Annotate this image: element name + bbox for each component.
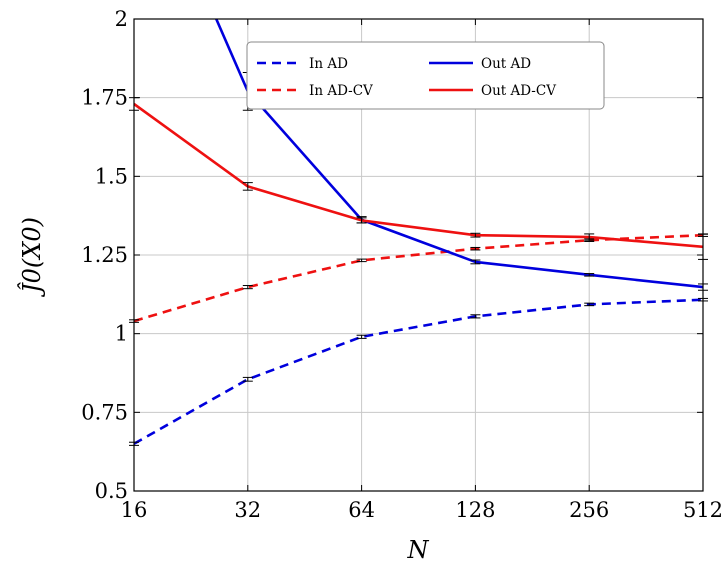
y-tick-label: 2 — [115, 7, 128, 31]
x-tick-label: 32 — [234, 498, 261, 522]
y-axis-label-text: Ĵ0(X0) — [17, 217, 46, 298]
y-tick-label: 1.5 — [95, 164, 128, 188]
ticks: 16 32 64 128 256 512 0.5 0.75 1 1.25 1.5 1.75 2 — [81, 7, 723, 522]
legend-label-out-ad: Out AD — [481, 56, 531, 72]
y-axis-label: Ĵ0(X0) — [17, 217, 46, 298]
series-group — [134, 19, 703, 445]
x-axis-label: N — [407, 536, 430, 564]
legend-label-in-ad: In AD — [309, 56, 348, 72]
legend-box — [246, 41, 605, 110]
y-tick-label: 1.25 — [81, 243, 128, 267]
x-tick-label: 512 — [683, 498, 723, 522]
y-tick-label: 0.5 — [95, 479, 128, 503]
error-bars — [129, 71, 708, 446]
x-tick-label: 128 — [455, 498, 495, 522]
y-tick-label: 1.75 — [81, 86, 128, 110]
y-tick-label: 1 — [115, 322, 128, 346]
series-line-in-ad — [134, 298, 703, 445]
y-tick-label: 0.75 — [81, 400, 128, 424]
series-line-out-ad-cv — [134, 102, 703, 249]
legend: In AD Out AD In AD-CV Out AD-CV — [246, 41, 605, 110]
x-tick-label: 256 — [569, 498, 609, 522]
x-tick-label: 64 — [348, 498, 375, 522]
series-line-out-ad — [214, 19, 703, 289]
x-tick-label: 16 — [121, 498, 148, 522]
legend-label-out-ad-cv: Out AD-CV — [481, 83, 556, 99]
legend-label-in-ad-cv: In AD-CV — [309, 83, 373, 99]
